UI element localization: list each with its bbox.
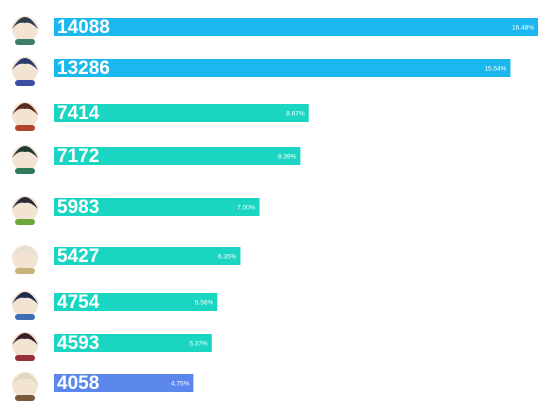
- bar: [54, 293, 218, 311]
- avatar-hair: [12, 17, 38, 29]
- avatar-hair: [12, 373, 38, 385]
- avatar-body: [15, 314, 35, 320]
- value-label: 13286: [57, 58, 110, 79]
- value-label: 7172: [57, 146, 99, 167]
- share-label: 7.00%: [237, 205, 256, 212]
- avatar-body: [15, 395, 35, 401]
- avatar: [12, 102, 38, 131]
- bar: [54, 334, 212, 352]
- avatar: [12, 372, 38, 401]
- avatar-body: [15, 355, 35, 361]
- bar: [54, 59, 511, 77]
- avatar-body: [15, 80, 35, 86]
- bar: [54, 18, 538, 36]
- bar: [54, 147, 301, 165]
- avatar-body: [15, 39, 35, 45]
- avatar-hair: [12, 197, 38, 209]
- avatar-hair: [12, 146, 38, 158]
- avatar-hair: [12, 58, 38, 70]
- avatar-hair: [12, 333, 38, 345]
- avatar: [12, 196, 38, 225]
- bar: [54, 247, 241, 265]
- bar: [54, 374, 194, 392]
- value-label: 4058: [57, 373, 99, 394]
- avatar: [12, 16, 38, 45]
- value-label: 5983: [57, 197, 99, 218]
- avatar: [12, 332, 38, 361]
- value-label: 4593: [57, 333, 99, 354]
- avatar: [12, 291, 38, 320]
- share-label: 4.75%: [171, 381, 190, 388]
- bar: [54, 198, 260, 216]
- avatar: [12, 145, 38, 174]
- share-label: 8.39%: [278, 154, 297, 161]
- value-label: 14088: [57, 17, 110, 38]
- share-label: 15.54%: [484, 66, 506, 73]
- share-label: 5.37%: [189, 341, 208, 348]
- value-label: 4754: [57, 292, 100, 313]
- share-label: 16.48%: [512, 25, 534, 32]
- share-label: 5.56%: [195, 300, 214, 307]
- avatar-body: [15, 268, 35, 274]
- avatar-hair: [12, 292, 38, 304]
- value-label: 5427: [57, 246, 99, 267]
- avatar-body: [15, 168, 35, 174]
- share-label: 8.67%: [286, 111, 305, 118]
- avatar-hair: [12, 246, 38, 258]
- share-label: 6.35%: [218, 254, 237, 261]
- avatar-hair: [12, 103, 38, 115]
- avatar-body: [15, 219, 35, 225]
- avatar: [12, 245, 38, 274]
- avatar: [12, 57, 38, 86]
- avatar-body: [15, 125, 35, 131]
- value-label: 7414: [57, 103, 100, 124]
- bar: [54, 104, 309, 122]
